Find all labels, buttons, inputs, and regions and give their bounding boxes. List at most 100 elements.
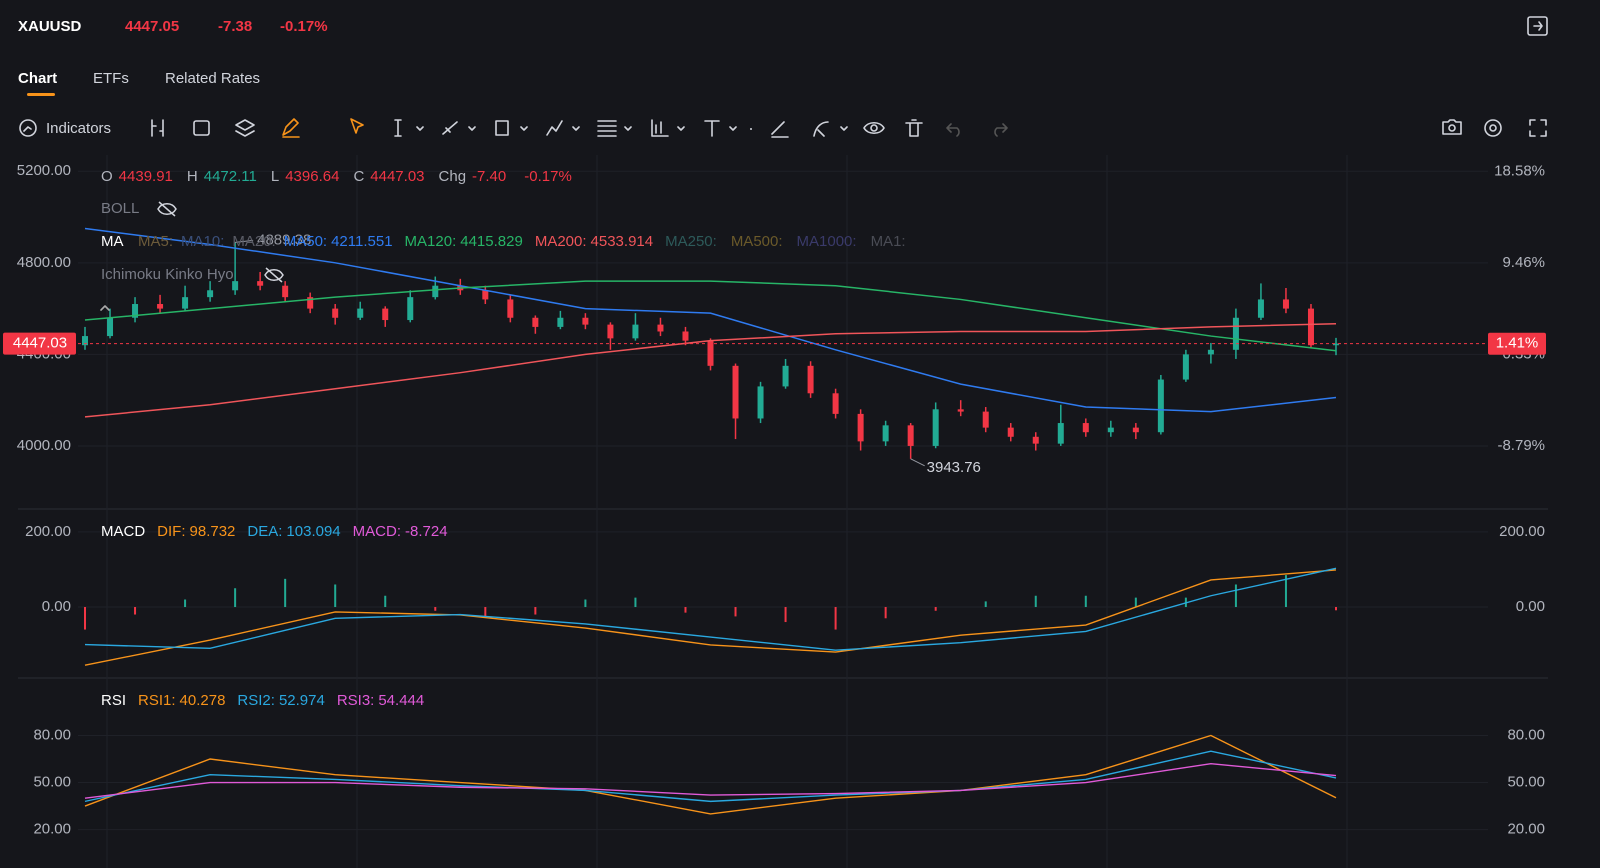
- candle-body: [332, 308, 339, 318]
- y2-tick-label: 0.00: [1516, 598, 1545, 615]
- macd-bar: [134, 607, 137, 615]
- tool-pattern[interactable]: [546, 120, 580, 136]
- candle-body: [407, 297, 414, 321]
- y2-tick-label: 50.00: [1507, 774, 1545, 791]
- candle-body: [1182, 354, 1189, 380]
- tab-etfs[interactable]: ETFs: [93, 70, 129, 87]
- tool-eye[interactable]: [863, 121, 885, 135]
- candle-body: [582, 317, 589, 325]
- macd-bar: [1084, 595, 1087, 608]
- y-tick-label: 4800.00: [17, 254, 71, 271]
- indicators-label: Indicators: [46, 120, 111, 137]
- candle-body: [982, 411, 989, 428]
- ma-label: MA: [101, 233, 124, 250]
- candle-body: [432, 285, 439, 298]
- macd-bar: [784, 607, 787, 623]
- tool-rect[interactable]: [193, 120, 210, 136]
- ma-faded-label: MA250:: [665, 233, 717, 250]
- candle-body: [257, 281, 264, 286]
- tool-undo[interactable]: [946, 123, 960, 137]
- tool-settings[interactable]: [1484, 119, 1502, 137]
- indicators-button[interactable]: Indicators: [19, 119, 111, 137]
- candle-body: [107, 317, 114, 337]
- hidden-eye-icon: [157, 201, 177, 217]
- tool-bars[interactable]: [151, 119, 164, 137]
- tool-trend[interactable]: [442, 121, 476, 135]
- tool-measure[interactable]: [651, 119, 685, 137]
- tab-chart[interactable]: Chart: [18, 70, 57, 87]
- macd-bar: [534, 607, 537, 615]
- tool-layers[interactable]: [235, 119, 255, 137]
- macd-bar: [234, 588, 237, 608]
- macd-bar: [1284, 575, 1287, 608]
- collapse-chevron[interactable]: [100, 305, 110, 311]
- ma-legend-name: MA120:: [405, 233, 457, 250]
- last-price-tag: [3, 332, 76, 355]
- y-tick-label: 4000.00: [17, 437, 71, 454]
- ohlc-value: 4439.91: [119, 168, 173, 185]
- rsi-line: [84, 750, 1337, 803]
- macd-bar: [384, 595, 387, 608]
- tool-cursor[interactable]: [350, 118, 364, 134]
- macd-bar: [184, 599, 187, 608]
- candle-body: [1107, 427, 1114, 433]
- y-tick-label: 0.00: [42, 598, 71, 615]
- ohlc-value: 4447.03: [370, 168, 424, 185]
- tool-redo[interactable]: [994, 123, 1008, 137]
- tool-pen[interactable]: [282, 118, 300, 138]
- rsi-legend-name: RSI2:: [237, 692, 275, 709]
- ma-legend-name: MA50:: [284, 233, 327, 250]
- candle-body: [382, 308, 389, 321]
- ohlc-value: 4396.64: [285, 168, 339, 185]
- y-tick-label: 200.00: [25, 523, 71, 540]
- last-price-tag-label: 4447.03: [13, 335, 67, 352]
- tool-delete[interactable]: [905, 119, 923, 137]
- annotation-leader: [910, 458, 925, 467]
- macd-bar: [834, 607, 837, 630]
- macd-bar: [284, 578, 287, 608]
- candle-body: [932, 409, 939, 446]
- rsi-legend-name: RSI3:: [337, 692, 375, 709]
- candle-body: [132, 304, 139, 318]
- ohlc-name: H: [187, 168, 198, 185]
- candle-body: [232, 281, 239, 291]
- y2-tick-label: 200.00: [1499, 523, 1545, 540]
- tab-related-rates[interactable]: Related Rates: [165, 70, 260, 87]
- y2-tick-label: 18.58%: [1494, 162, 1545, 179]
- tool-screenshot[interactable]: [1442, 119, 1462, 135]
- tool-fib[interactable]: [597, 120, 632, 137]
- tool-brush[interactable]: [771, 121, 789, 138]
- candle-body: [657, 324, 664, 332]
- macd-legend-name: DIF:: [157, 523, 185, 540]
- macd-bar: [1234, 584, 1237, 608]
- candle-body: [1207, 349, 1214, 355]
- exit-icon[interactable]: [1527, 16, 1548, 36]
- tool-shape[interactable]: [495, 120, 528, 136]
- candle-body: [807, 365, 814, 394]
- candle-body: [532, 317, 539, 327]
- tool-magnet[interactable]: [813, 121, 848, 137]
- macd-title: MACD: [101, 523, 145, 540]
- ma-faded-label: MA20:: [232, 233, 275, 250]
- macd-bar: [334, 584, 337, 608]
- candle-body: [507, 299, 514, 318]
- ma-faded-label: MA500:: [731, 233, 783, 250]
- rsi-title: RSI: [101, 692, 126, 709]
- tool-fullscreen[interactable]: [1529, 119, 1547, 137]
- toolbar-icons: [151, 118, 1547, 138]
- tool-line[interactable]: [394, 119, 424, 137]
- candle-body: [1007, 427, 1014, 437]
- ma-legend-value: 4211.551: [331, 233, 392, 250]
- macd-legend-value: 103.094: [286, 523, 340, 540]
- ma-legend-value: 4533.914: [591, 233, 654, 250]
- candle-body: [1157, 379, 1164, 433]
- candle-body: [1032, 436, 1039, 444]
- ma-faded-label: MA5:: [138, 233, 173, 250]
- macd-bar: [434, 607, 437, 611]
- tool-text[interactable]: [704, 120, 737, 137]
- candle-body: [707, 340, 714, 366]
- candle-body: [632, 324, 639, 339]
- low-annotation: 3943.76: [927, 459, 981, 476]
